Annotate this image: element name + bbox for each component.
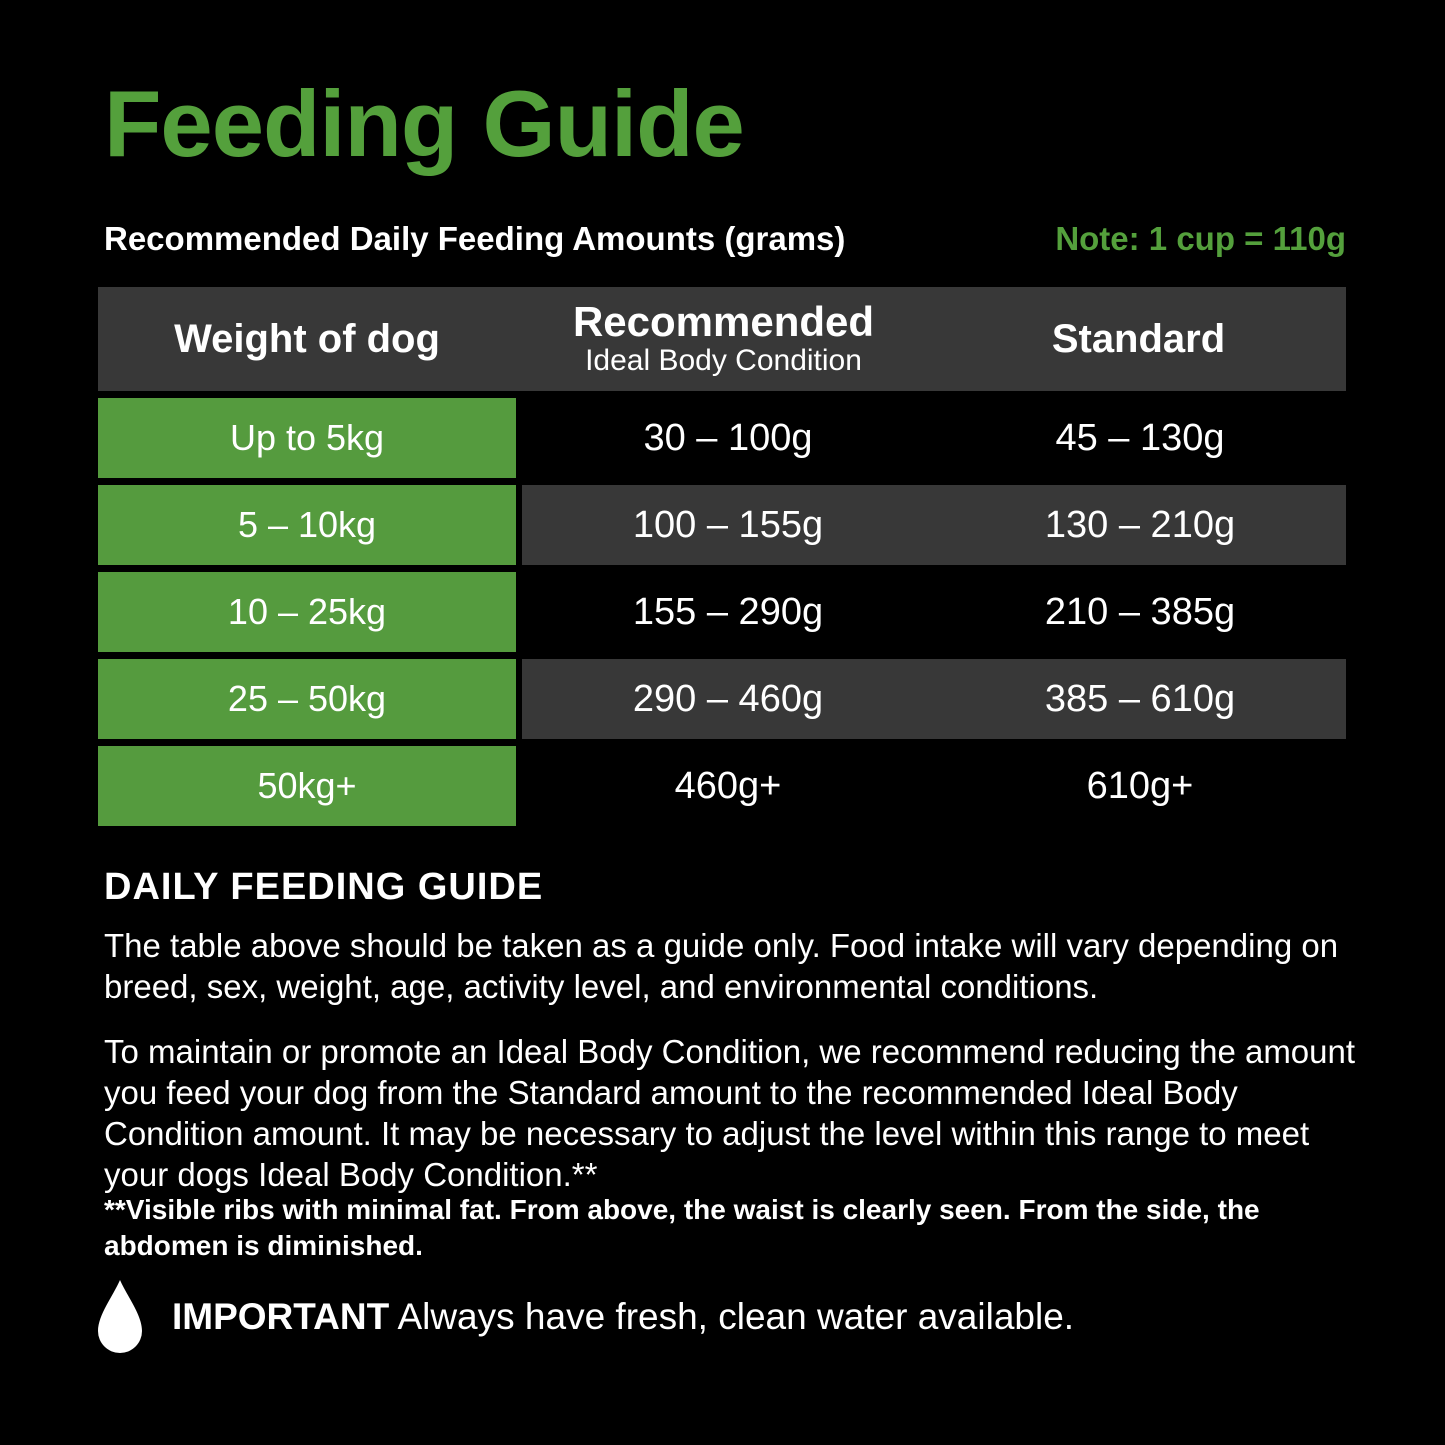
row-values: 30 – 100g 45 – 130g bbox=[522, 398, 1346, 478]
important-label: IMPORTANT bbox=[172, 1296, 390, 1337]
table-row: 5 – 10kg 100 – 155g 130 – 210g bbox=[98, 485, 1346, 565]
header-standard: Standard bbox=[1051, 316, 1226, 361]
weight-cell: Up to 5kg bbox=[98, 398, 516, 478]
weight-cell: 10 – 25kg bbox=[98, 572, 516, 652]
recommended-cell: 155 – 290g bbox=[632, 590, 824, 633]
water-drop-icon bbox=[98, 1280, 142, 1353]
ideal-body-condition-footnote: **Visible ribs with minimal fat. From ab… bbox=[104, 1194, 1260, 1262]
header-weight-of-dog: Weight of dog bbox=[174, 316, 440, 361]
page-title: Feeding Guide bbox=[104, 71, 745, 176]
header-recommended-title: Recommended bbox=[572, 297, 875, 345]
standard-cell: 610g+ bbox=[1086, 764, 1194, 807]
table-row: 25 – 50kg 290 – 460g 385 – 610g bbox=[98, 659, 1346, 739]
important-notice: IMPORTANT Always have fresh, clean water… bbox=[96, 1278, 1356, 1356]
important-text: IMPORTANT Always have fresh, clean water… bbox=[172, 1296, 1074, 1338]
weight-cell: 50kg+ bbox=[98, 746, 516, 826]
standard-cell: 385 – 610g bbox=[1044, 677, 1236, 720]
cup-conversion-note: Note: 1 cup = 110g bbox=[1055, 220, 1346, 257]
daily-feeding-guide-heading: DAILY FEEDING GUIDE bbox=[104, 866, 544, 908]
subtitle-row: Recommended Daily Feeding Amounts (grams… bbox=[104, 220, 1346, 258]
row-values: 290 – 460g 385 – 610g bbox=[522, 659, 1346, 739]
header-recommended: Recommended Ideal Body Condition bbox=[516, 297, 931, 379]
table-header-row: Weight of dog Recommended Ideal Body Con… bbox=[98, 287, 1346, 391]
recommended-cell: 30 – 100g bbox=[643, 416, 813, 459]
standard-cell: 45 – 130g bbox=[1055, 416, 1225, 459]
row-values: 460g+ 610g+ bbox=[522, 746, 1346, 826]
standard-cell: 210 – 385g bbox=[1044, 590, 1236, 633]
row-values: 155 – 290g 210 – 385g bbox=[522, 572, 1346, 652]
table-row: Up to 5kg 30 – 100g 45 – 130g bbox=[98, 398, 1346, 478]
table-row: 50kg+ 460g+ 610g+ bbox=[98, 746, 1346, 826]
guide-paragraph-2: To maintain or promote an Ideal Body Con… bbox=[104, 1033, 1356, 1193]
recommended-cell: 290 – 460g bbox=[632, 677, 824, 720]
table-row: 10 – 25kg 155 – 290g 210 – 385g bbox=[98, 572, 1346, 652]
weight-cell: 25 – 50kg bbox=[98, 659, 516, 739]
subtitle: Recommended Daily Feeding Amounts (grams… bbox=[104, 220, 846, 257]
important-message: Always have fresh, clean water available… bbox=[397, 1296, 1075, 1337]
guide-paragraph-1: The table above should be taken as a gui… bbox=[104, 927, 1339, 1005]
recommended-cell: 460g+ bbox=[674, 764, 782, 807]
weight-cell: 5 – 10kg bbox=[98, 485, 516, 565]
recommended-cell: 100 – 155g bbox=[632, 503, 824, 546]
row-values: 100 – 155g 130 – 210g bbox=[522, 485, 1346, 565]
feeding-table: Weight of dog Recommended Ideal Body Con… bbox=[98, 287, 1346, 826]
header-recommended-subtitle: Ideal Body Condition bbox=[585, 343, 862, 377]
standard-cell: 130 – 210g bbox=[1044, 503, 1236, 546]
